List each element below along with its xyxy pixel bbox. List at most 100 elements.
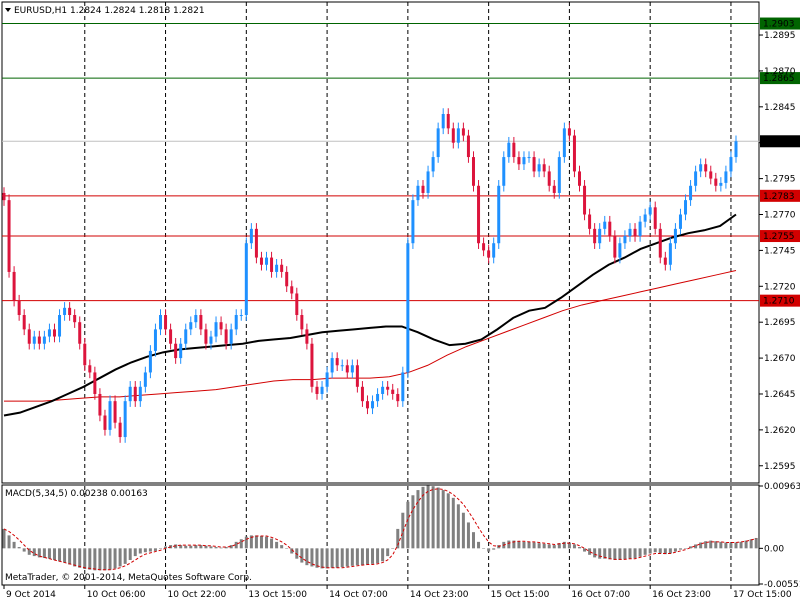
candle-body [704, 164, 708, 172]
candle-body [17, 300, 21, 316]
macd-bar [32, 548, 36, 557]
macd-label: MACD(5,34,5) 0.00238 0.00163 [5, 489, 148, 499]
candle-body [441, 113, 445, 129]
macd-bar [2, 528, 6, 549]
macd-bar [724, 542, 728, 549]
macd-bar [578, 547, 582, 549]
candle-body [461, 128, 465, 136]
candle-body [406, 243, 410, 373]
macd-bar [68, 548, 72, 565]
candle-body [512, 142, 516, 158]
macd-bar [648, 548, 652, 554]
candle-body [608, 221, 612, 237]
candle-body [567, 128, 571, 136]
candle-body [734, 141, 738, 158]
ma-fast-line [3, 213, 737, 417]
macd-bar [224, 547, 228, 549]
macd-bar [603, 548, 607, 559]
macd-bar [386, 548, 390, 557]
price-axis[interactable]: 1.2895 1.2870 1.2845 1.2820 1.2795 1.2770 1.27… [759, 31, 796, 472]
candle-body [527, 157, 531, 159]
candle-body [507, 142, 511, 158]
candle-body [396, 393, 400, 402]
candle-body [663, 257, 667, 265]
macd-bar [451, 497, 455, 549]
candle-body [456, 128, 460, 143]
candle-body [325, 372, 329, 387]
macd-bar [512, 540, 516, 549]
candle-body [386, 386, 390, 390]
candle-body [113, 401, 117, 423]
candle-body [562, 128, 566, 158]
candle-body [335, 358, 339, 366]
candle-body [391, 389, 395, 394]
macd-bar [406, 501, 410, 549]
candle-body [482, 243, 486, 251]
macd-bar [653, 548, 657, 553]
macd-bar [532, 542, 536, 549]
macd-bar [684, 548, 688, 549]
candle-body [204, 329, 208, 344]
macd-bar [557, 543, 561, 549]
macd-bar [158, 548, 162, 549]
candle-body [229, 329, 233, 344]
macd-bar [734, 542, 738, 549]
candle-body [714, 178, 718, 186]
macd-bar [330, 548, 334, 568]
macd-bar [17, 547, 21, 549]
macd-bar [275, 541, 279, 549]
macd-bar [446, 493, 450, 549]
candle-body [471, 157, 475, 186]
candle-body [537, 164, 541, 172]
candle-body [643, 214, 647, 222]
candle-body [244, 243, 248, 316]
candle-body [522, 157, 526, 165]
candle-body [360, 386, 364, 402]
time-axis[interactable]: 9 Oct 2014 10 Oct 06:00 10 Oct 22:00 13 Oct… [3, 585, 800, 600]
macd-bar [376, 548, 380, 564]
macd-bar [613, 548, 617, 560]
macd-bar [345, 548, 349, 567]
candle-body [355, 365, 359, 387]
triangle-down-icon[interactable] [5, 8, 11, 12]
macd-bar [300, 548, 304, 563]
candle-body [381, 386, 385, 394]
macd-bar [618, 548, 622, 560]
macd-bar [371, 548, 375, 564]
candle-body [47, 329, 51, 337]
macd-bar [744, 540, 748, 549]
macd-bar [466, 522, 470, 549]
macd-bar [527, 541, 531, 549]
candle-body [416, 185, 420, 201]
macd-bar [153, 548, 157, 551]
macd-bar [441, 490, 445, 549]
candle-body [320, 386, 324, 394]
macd-tick-label: 0.00 [764, 544, 784, 554]
horizontal-levels: 1.2903 1.2865 1.2821 1.2783 1.2755 1.2710 [2, 17, 800, 307]
candle-body [340, 365, 344, 367]
macd-bar [552, 545, 556, 549]
macd-bar [689, 546, 693, 549]
candle-body [27, 329, 31, 344]
macd-bar [360, 548, 364, 566]
candle-body [174, 343, 178, 359]
macd-bar [633, 548, 637, 559]
macd-bar [285, 548, 289, 549]
candle-body [78, 322, 82, 344]
macd-bar [47, 548, 51, 559]
macd-bar [73, 548, 77, 567]
candle-body [12, 271, 16, 301]
level-price-tag [760, 230, 800, 243]
macd-bar [567, 542, 571, 549]
macd-bar [133, 548, 137, 557]
macd-bar [209, 546, 213, 549]
macd-bar [401, 512, 405, 549]
candle-body [184, 329, 188, 344]
macd-bar [315, 548, 319, 568]
macd-bar [658, 548, 662, 554]
macd-bar [436, 487, 440, 549]
candle-body [265, 257, 269, 265]
macd-signal-line [3, 488, 757, 571]
macd-bar [411, 495, 415, 549]
